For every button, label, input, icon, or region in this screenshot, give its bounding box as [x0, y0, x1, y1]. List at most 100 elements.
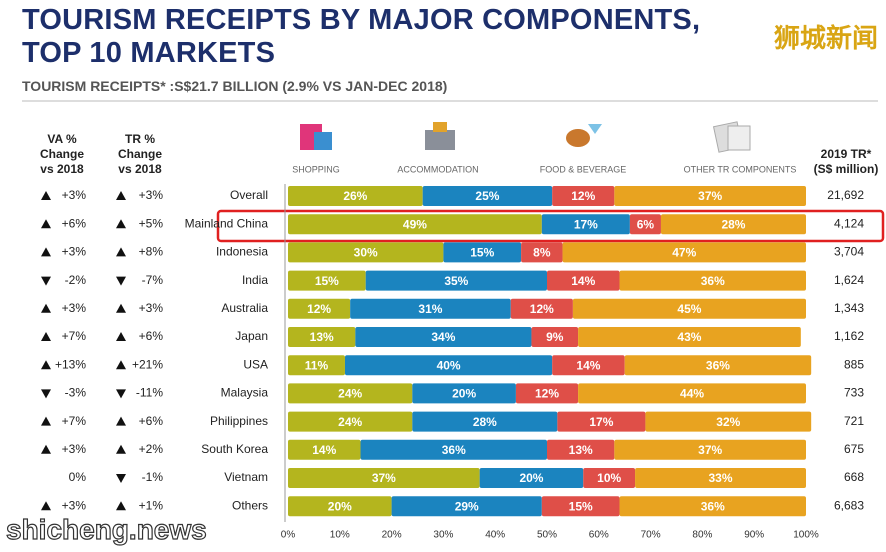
bar-segment [510, 298, 573, 319]
y-tick-label: Others [232, 498, 268, 512]
tr-change: -7% [142, 273, 164, 287]
bar-segment [547, 270, 620, 291]
va-change: +6% [62, 216, 87, 230]
up-arrow [116, 303, 126, 313]
down-arrow [116, 389, 126, 399]
up-arrow [41, 416, 51, 426]
bar-segment [541, 496, 620, 517]
watermark: 狮城新闻 [773, 23, 878, 53]
bar-segment [288, 270, 366, 291]
data-label: 47% [672, 246, 696, 260]
bar-segment [629, 214, 661, 235]
bar-segment [557, 411, 646, 432]
tr-change: +1% [139, 498, 164, 512]
up-arrow [116, 416, 126, 426]
y-tick-label: Philippines [210, 414, 268, 428]
data-label: 29% [455, 499, 479, 513]
bar-segment [619, 270, 806, 291]
bar-segment [645, 411, 812, 432]
data-label: 34% [431, 330, 455, 344]
x-tick-label: 60% [589, 530, 609, 541]
up-arrow [116, 219, 126, 229]
x-tick-label: 50% [537, 530, 557, 541]
data-label: 24% [338, 387, 362, 401]
data-label: 43% [677, 330, 701, 344]
bar-segment [572, 298, 806, 319]
bar-segment [288, 355, 345, 376]
tr-change: +5% [139, 216, 164, 230]
bar-segment [479, 468, 584, 488]
highlight-box [216, 209, 885, 243]
bar-segment [288, 214, 542, 235]
data-label: 36% [701, 499, 725, 513]
bar-segment [443, 242, 522, 263]
down-arrow [41, 389, 51, 399]
tr-2019: 885 [844, 357, 864, 371]
bar-segment [288, 186, 423, 206]
up-arrow [116, 191, 126, 200]
data-label: 25% [475, 189, 499, 203]
bar-segment [350, 298, 511, 319]
data-label: 32% [716, 415, 740, 429]
up-arrow [41, 501, 51, 511]
icon-food [566, 124, 602, 147]
tr-2019: 1,343 [834, 301, 864, 315]
data-label: 37% [698, 443, 722, 457]
tr-2019: 675 [844, 442, 864, 456]
va-change: +3% [62, 498, 87, 512]
column-header: TR % Change vs 2018 [117, 132, 162, 176]
data-label: 15% [569, 499, 593, 513]
x-tick-label: 40% [485, 530, 505, 541]
x-tick-label: 80% [692, 530, 712, 541]
y-tick-label: Overall [230, 188, 268, 202]
data-label: 8% [533, 246, 551, 260]
bar-segment [344, 355, 553, 376]
data-label: 45% [677, 302, 701, 316]
bar-segment [288, 439, 361, 460]
va-change: +13% [55, 357, 86, 371]
data-label: 15% [315, 274, 339, 288]
data-label: 17% [574, 217, 598, 231]
va-change: +3% [62, 301, 87, 315]
va-change: +3% [62, 245, 87, 259]
column-header: VA % Change vs 2018 [39, 132, 84, 176]
bar-segment [624, 355, 812, 376]
data-label: 13% [569, 443, 593, 457]
bar-segment [578, 327, 801, 347]
bar-segment [515, 383, 579, 404]
legend-label: FOOD & BEVERAGE [540, 164, 627, 174]
column-header: 2019 TR* (S$ million) [813, 147, 879, 176]
data-label: 28% [721, 217, 745, 231]
data-label: 30% [354, 246, 378, 260]
va-change: -2% [65, 273, 87, 287]
va-change: +3% [62, 442, 87, 456]
x-tick-label: 70% [641, 530, 661, 541]
bar-segment [288, 496, 392, 517]
tr-change: +6% [139, 329, 164, 343]
data-label: 36% [706, 358, 730, 372]
up-arrow [116, 332, 126, 341]
bar-segment [552, 186, 615, 206]
data-label: 14% [312, 443, 336, 457]
bar-segment [614, 439, 806, 460]
chart-subtitle: TOURISM RECEIPTS* :S$21.7 BILLION (2.9% … [22, 78, 448, 94]
bar-segment [288, 383, 413, 404]
tr-change: +8% [139, 245, 164, 259]
bar-segment [562, 242, 806, 263]
tr-2019: 1,162 [834, 329, 864, 343]
data-label: 33% [709, 471, 733, 485]
bar-segment [288, 298, 351, 319]
data-label: 37% [698, 189, 722, 203]
bar-segment [391, 496, 542, 517]
bar-segment [660, 214, 806, 235]
bar-segment [619, 496, 806, 517]
up-arrow [41, 360, 51, 370]
x-tick-label: 90% [744, 530, 764, 541]
tr-change: +2% [139, 442, 164, 456]
data-label: 12% [307, 302, 331, 316]
up-arrow [116, 247, 126, 257]
bar-segment [355, 327, 532, 347]
data-label: 31% [418, 302, 442, 316]
tr-2019: 721 [844, 414, 864, 428]
